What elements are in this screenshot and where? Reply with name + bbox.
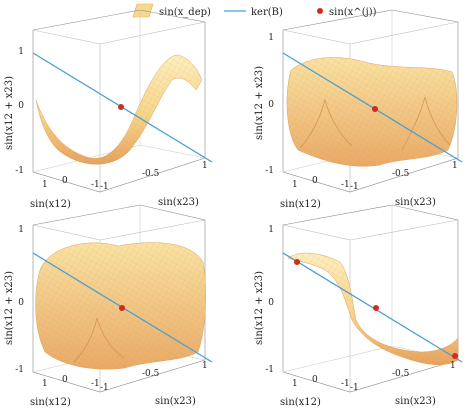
y-axis-label: sin(x23)	[395, 396, 436, 407]
y-tick: -1	[100, 182, 109, 192]
legend-label-point: sin(x^(j))	[329, 7, 377, 18]
panel-top-right: 1 0 -1 sin(x12 + x23) 1 0 -1 -1 -0.5 1 s…	[254, 9, 463, 210]
x-tick: 1	[42, 379, 48, 389]
z-axis-label: sin(x12 + x23)	[4, 271, 15, 345]
legend-label-kernel: ker(B)	[251, 7, 283, 18]
axis-box	[32, 9, 206, 193]
x-tick: -1	[91, 180, 100, 190]
z-tick: 0	[18, 298, 24, 308]
dot-swatch-icon	[317, 8, 323, 14]
x-axis-label: sin(x12)	[280, 199, 321, 210]
legend-label-surface: sin(x_dep)	[159, 7, 211, 18]
z-tick: -1	[15, 166, 24, 176]
panel-bottom-right: 1 0 -1 sin(x12 + x23) 1 0 -1 -1 -0.5 1 s…	[254, 204, 463, 408]
x-tick: 1	[292, 180, 298, 190]
y-tick: -1	[350, 182, 359, 192]
data-point	[452, 353, 458, 359]
surface-fold	[73, 317, 125, 363]
data-point	[118, 104, 124, 110]
x-tick: 1	[42, 180, 48, 190]
z-tick: 1	[18, 225, 24, 235]
z-tick: 0	[268, 100, 274, 110]
x-tick: 1	[292, 379, 298, 389]
x-axis-label: sin(x12)	[30, 199, 71, 210]
x-tick: -1	[91, 379, 100, 389]
z-tick: 1	[18, 47, 24, 57]
surface-fold	[401, 96, 451, 151]
surface-mesh	[288, 253, 458, 365]
surface-fold	[299, 98, 353, 149]
y-tick: 1	[452, 161, 458, 171]
surface	[287, 252, 459, 365]
y-tick: -0.5	[142, 369, 160, 379]
legend-item-point: sin(x^(j))	[317, 7, 377, 18]
y-axis-label: sin(x23)	[155, 396, 196, 407]
x-tick: 0	[62, 375, 68, 385]
x-axis-label: sin(x12)	[280, 397, 321, 408]
z-tick: 0	[18, 101, 24, 111]
data-point	[294, 259, 300, 265]
y-tick: 1	[202, 361, 208, 371]
y-tick: -0.5	[392, 169, 410, 179]
surface-mesh	[286, 57, 457, 167]
surface-mesh	[36, 55, 202, 165]
y-tick: 1	[202, 161, 208, 171]
legend-item-kernel: ker(B)	[224, 7, 283, 18]
y-axis-label: sin(x23)	[395, 197, 436, 208]
y-tick: -0.5	[392, 369, 410, 379]
x-tick: -1	[341, 180, 350, 190]
x-tick: -1	[341, 379, 350, 389]
z-axis-label: sin(x12 + x23)	[4, 76, 15, 150]
z-tick: 1	[268, 225, 274, 235]
z-axis-label: sin(x12 + x23)	[254, 66, 265, 140]
panel-bottom-left: 1 0 -1 sin(x12 + x23) 1 0 -1 -1 -0.5 1 s…	[4, 204, 213, 408]
panel-top-left: 1 0 -1 sin(x12 + x23) 1 0 -1 -1 -0.5 1 s…	[4, 9, 213, 210]
x-tick: 0	[312, 176, 318, 186]
kernel-line	[282, 252, 463, 363]
y-axis-label: sin(x23)	[158, 197, 199, 208]
x-axis-label: sin(x12)	[30, 397, 71, 408]
z-axis-label: sin(x12 + x23)	[254, 271, 265, 345]
y-tick: -1	[100, 383, 109, 393]
x-tick: 0	[312, 375, 318, 385]
z-tick: 1	[268, 33, 274, 43]
y-tick: 1	[450, 361, 456, 371]
legend: sin(x_dep) ker(B) sin(x^(j))	[132, 3, 377, 18]
data-point	[372, 106, 378, 112]
y-tick: -0.5	[142, 169, 160, 179]
z-tick: -1	[265, 365, 274, 375]
z-tick: 0	[268, 298, 274, 308]
data-point	[373, 305, 379, 311]
data-point	[119, 305, 125, 311]
z-tick: -1	[15, 365, 24, 375]
z-tick: -1	[265, 166, 274, 176]
y-tick: -1	[350, 383, 359, 393]
x-tick: 0	[62, 176, 68, 186]
